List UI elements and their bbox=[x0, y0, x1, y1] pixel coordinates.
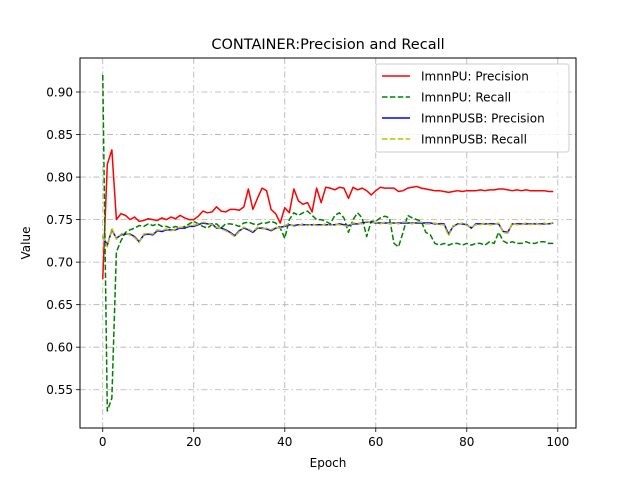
x-tick-label: 20 bbox=[186, 435, 201, 449]
legend-label: ImnnPU: Precision bbox=[421, 70, 529, 84]
legend-label: ImnnPUSB: Precision bbox=[421, 112, 545, 126]
series-line-0 bbox=[102, 149, 554, 280]
y-tick-label: 0.75 bbox=[46, 213, 73, 227]
x-tick-label: 80 bbox=[459, 435, 474, 449]
legend: ImnnPU: Precision ImnnPU: Recall ImnnPUSB:… bbox=[375, 63, 570, 153]
axis-ticks: 0 20 40 60 80 100 0.55 0.60 0.65 0.70 0.75 0.80 0.85… bbox=[46, 86, 569, 449]
legend-label: ImnnPUSB: Recall bbox=[421, 133, 527, 147]
y-tick-label: 0.90 bbox=[46, 86, 73, 100]
x-tick-label: 40 bbox=[277, 435, 292, 449]
x-tick-label: 100 bbox=[546, 435, 569, 449]
legend-box bbox=[375, 63, 570, 153]
y-tick-label: 0.80 bbox=[46, 171, 73, 185]
x-axis-label: Epoch bbox=[310, 456, 347, 470]
y-tick-label: 0.70 bbox=[46, 256, 73, 270]
y-axis-label: Value bbox=[19, 227, 33, 260]
series-lines bbox=[102, 74, 554, 412]
y-tick-label: 0.65 bbox=[46, 298, 73, 312]
y-tick-label: 0.85 bbox=[46, 128, 73, 142]
legend-label: ImnnPU: Recall bbox=[421, 91, 511, 105]
x-tick-label: 0 bbox=[99, 435, 107, 449]
y-tick-label: 0.55 bbox=[46, 383, 73, 397]
chart-title: CONTAINER:Precision and Recall bbox=[211, 37, 444, 53]
series-line-1 bbox=[102, 74, 554, 412]
plot-area-frame bbox=[79, 57, 577, 429]
series-line-3 bbox=[102, 220, 554, 248]
y-tick-label: 0.60 bbox=[46, 341, 73, 355]
x-tick-label: 60 bbox=[368, 435, 383, 449]
